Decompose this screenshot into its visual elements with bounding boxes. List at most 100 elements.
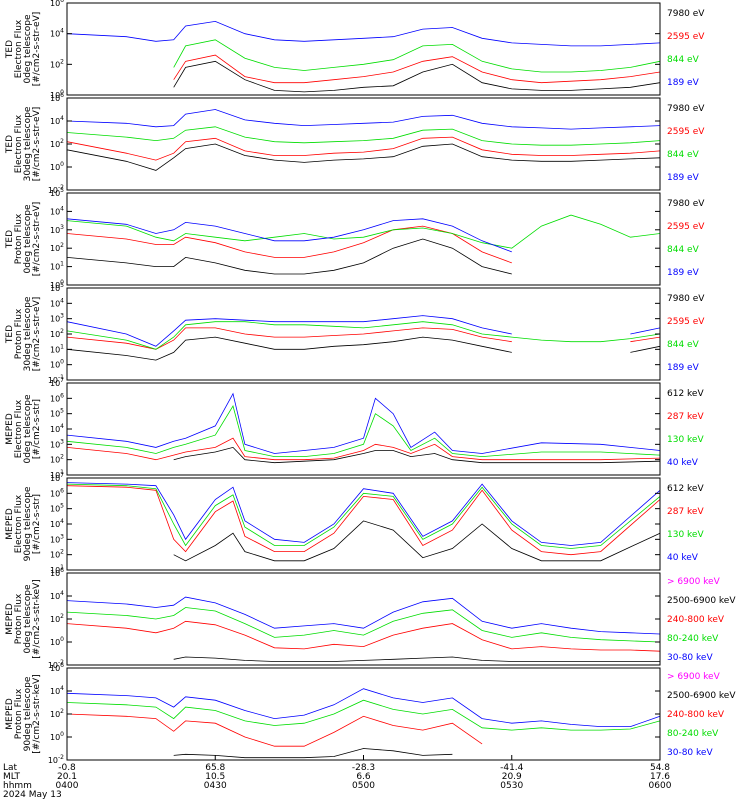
panel-8-ylabel-line-2: Proton Flux: [14, 688, 24, 739]
panel-5-series-blue: [66, 392, 661, 454]
y-tick-label: 102: [50, 328, 64, 339]
panel-7-legend-1: > 6900 keV: [667, 577, 721, 587]
panel-3: 100 101 102 103 104 105 TED Proton Flux 0deg tel…: [5, 187, 705, 290]
x-tick-label-lat: -0.8: [58, 763, 76, 773]
panel-1-series-blue: [66, 20, 661, 47]
y-tick-label: 10-2: [48, 754, 64, 765]
y-tick-label: 102: [50, 549, 64, 560]
panel-2-frame: [66, 97, 661, 191]
panel-7-series-green: [66, 607, 661, 643]
panel-6-series-red: [66, 485, 661, 556]
y-tick-label: 106: [50, 0, 64, 8]
panel-3-series-red: [67, 226, 660, 263]
x-tick-label-hhmm: 0600: [649, 781, 672, 791]
y-tick-label: 104: [50, 205, 64, 216]
panel-8-legend-5: 30-80 keV: [667, 748, 713, 758]
y-tick-label: 106: [50, 662, 64, 673]
y-tick-label: 104: [50, 518, 64, 529]
y-tick-label: 107: [50, 377, 64, 388]
panel-7-ylabel-line-2: Proton Flux: [14, 593, 24, 644]
x-tick-label-hhmm: 0530: [500, 781, 523, 791]
panel-5-legend-1: 612 keV: [667, 389, 704, 399]
y-tick-label: 104: [50, 115, 64, 126]
panel-8-series-red: [66, 713, 483, 747]
panel-3-legend-4: 189 eV: [667, 268, 700, 278]
y-tick-label: 100: [50, 731, 64, 742]
y-tick-label: 103: [50, 313, 64, 324]
x-tick-label-mlt: 20.1: [57, 772, 77, 782]
y-tick-label: 103: [50, 438, 64, 449]
panel-5-ylabel-line-1: MEPED: [5, 413, 15, 445]
y-tick-label: 100: [50, 279, 64, 290]
x-tick-label-hhmm: 0500: [352, 781, 375, 791]
panel-6-legend-2: 287 keV: [667, 507, 704, 517]
panel-6-ylabel-line-3: 90deg telescope: [23, 486, 33, 561]
panel-2-legend-2: 2595 eV: [667, 127, 705, 137]
y-tick-label: 101: [50, 469, 64, 480]
panel-3-frame: [66, 192, 661, 286]
panel-5: 101 102 103 104 105 106 107 MEPED Electron Flux 0…: [5, 377, 704, 480]
panel-6-frame: [66, 477, 661, 571]
y-tick-label: 103: [50, 224, 64, 235]
panel-8: 10-2 100 102 104 106 MEPED Proton Flux 90deg te…: [5, 662, 736, 765]
panel-8-ylabel-line-4: [#/cm2-s-str-keV]: [32, 674, 42, 753]
panel-6-ylabel-line-2: Electron Flux: [14, 494, 24, 553]
panel-5-legend-2: 287 keV: [667, 412, 704, 422]
panel-3-ylabel-line-1: TED: [5, 230, 15, 249]
panel-8-legend-3: 240-800 keV: [667, 710, 725, 720]
y-tick-label: 104: [50, 423, 64, 434]
y-tick-label: 105: [50, 503, 64, 514]
panel-1-legend-3: 844 eV: [667, 55, 700, 65]
panel-2-series-green: [66, 126, 661, 146]
panel-3-legend-3: 844 eV: [667, 245, 700, 255]
panel-7-legend-4: 80-240 keV: [667, 634, 719, 644]
panel-2-series-red: [66, 136, 661, 161]
panel-5-ylabel-line-2: Electron Flux: [14, 399, 24, 458]
panel-8-ylabel-line-1: MEPED: [5, 698, 15, 730]
panel-5-legend-4: 40 keV: [667, 458, 699, 468]
panel-4-series-red: [66, 327, 661, 350]
panel-6-series-green: [66, 483, 661, 549]
x-tick-label-lat: 65.8: [205, 763, 225, 773]
panel-2-series-blue: [66, 109, 661, 130]
panel-3-legend-1: 7980 eV: [667, 199, 705, 209]
panel-1-series-green: [173, 39, 661, 73]
panel-5-legend-3: 130 keV: [667, 435, 704, 445]
y-tick-label: 106: [50, 392, 64, 403]
panel-7-ylabel-line-4: [#/cm2-s-str-keV]: [32, 579, 42, 658]
y-tick-label: 107: [50, 472, 64, 483]
panel-4-ylabel-line-3: 30deg telescope: [23, 296, 33, 371]
y-tick-label: 105: [50, 408, 64, 419]
panel-8-series-black: [173, 748, 453, 759]
x-tick-label-hhmm: 0400: [56, 781, 79, 791]
y-tick-label: 102: [50, 58, 64, 69]
panel-7-ylabel-line-1: MEPED: [5, 603, 15, 635]
y-tick-label: 100: [50, 636, 64, 647]
panel-7-series-red: [66, 620, 661, 652]
panel-1-ylabel-line-2: Electron Flux: [14, 19, 24, 78]
panel-4-series-blue: [66, 315, 661, 347]
panel-2-ylabel-line-1: TED: [5, 135, 15, 154]
panel-5-series-red: [66, 437, 661, 461]
panel-2-legend-1: 7980 eV: [667, 104, 705, 114]
panel-4-ylabel-line-2: Proton Flux: [14, 308, 24, 359]
panel-7: 10-2 100 102 104 106 MEPED Proton Flux 0deg tel…: [5, 567, 736, 670]
panel-6-legend-1: 612 keV: [667, 484, 704, 494]
y-tick-label: 102: [50, 454, 64, 465]
panel-1-series-black: [173, 60, 661, 93]
panel-4-legend-2: 2595 eV: [667, 317, 705, 327]
panel-3-ylabel-line-3: 0deg telescope: [23, 204, 33, 274]
panel-3-ylabel-line-4: [#/cm2-s-str-eV]: [32, 202, 42, 277]
panel-2-series-black: [66, 143, 661, 171]
y-tick-label: 10-1: [48, 374, 64, 385]
panel-4: 10-1 100 101 102 103 104 105 TED Proton Flux 30de…: [5, 282, 705, 385]
panel-1-series-red: [173, 54, 661, 84]
panel-2: 10-2 100 102 104 106 TED Electron Flux 30deg te…: [5, 92, 705, 195]
panel-4-ylabel-line-4: [#/cm2-s-str-eV]: [32, 297, 42, 372]
panel-1-legend-4: 189 eV: [667, 78, 700, 88]
y-tick-label: 104: [50, 28, 64, 39]
panel-5-series-black: [173, 446, 661, 464]
panel-3-series-blue: [67, 219, 660, 252]
